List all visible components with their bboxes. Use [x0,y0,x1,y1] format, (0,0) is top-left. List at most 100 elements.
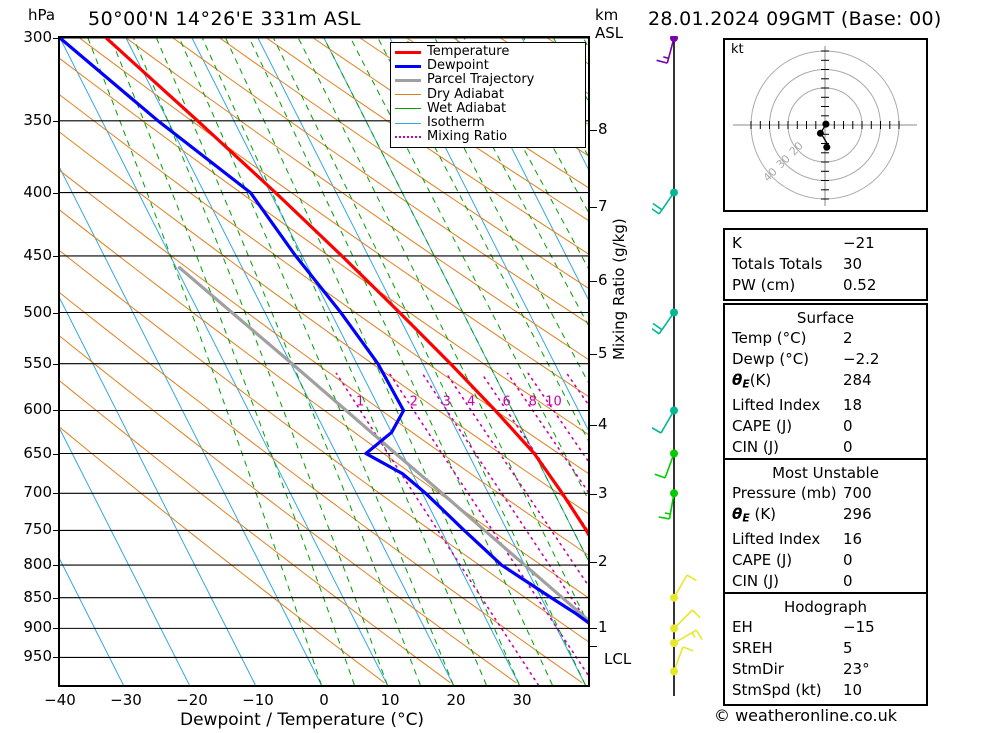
height-tick-label: 2 [598,551,608,570]
info-row: StmSpd (kt) 10 [725,680,926,701]
height-tick [589,424,597,426]
legend-label: Temperature [427,44,510,60]
info-key: CIN (J) [732,437,780,456]
info-key: Totals Totals [732,255,823,273]
info-value: −15 [843,618,875,636]
legend-swatch-icon [395,122,421,124]
height-tick-label: 1 [598,617,608,636]
pressure-tick-label: 900 [23,618,52,637]
height-tick [589,494,597,496]
info-value: 0 [843,571,853,590]
temperature-tick-label: −10 [242,691,274,709]
pressure-tick [53,597,60,599]
height-tick [589,627,597,629]
height-reference-label: ASL [595,24,624,42]
hodograph[interactable]: 20 30 40 kt [723,38,928,212]
info-key: PW (cm) [732,276,796,294]
info-value: 10 [843,681,863,699]
pressure-tick [53,493,60,495]
legend-label: Parcel Trajectory [427,72,535,88]
height-tick [589,354,597,356]
pressure-tick-label: 300 [23,28,52,46]
pressure-tick [53,530,60,532]
height-tick [589,206,597,208]
info-key: CIN (J) [732,571,780,590]
isobar-lines [60,38,588,658]
info-key: Pressure (mb) [732,484,837,502]
wind-barb [652,406,678,434]
wind-barb [652,188,678,215]
height-tick-label: 4 [598,414,608,433]
pressure-tick-label: 350 [23,110,52,129]
model-run-title: 28.01.2024 09GMT (Base: 00) [648,8,942,30]
info-row: Pressure (mb) 700 [725,483,926,504]
info-key: CAPE (J) [732,550,793,569]
info-row: Totals Totals 30 [725,254,926,275]
info-value: 0 [843,437,853,456]
height-tick [589,561,597,563]
legend-swatch-icon [395,78,421,82]
info-value: 18 [843,395,863,414]
wind-barb-column [652,36,703,696]
svg-text:10: 10 [545,395,562,410]
pressure-tick-label: 650 [23,443,52,462]
legend-item: Dry Adiabat [395,87,581,102]
legend-label: Wet Adiabat [427,100,507,116]
info-row: Lifted Index 18 [725,395,926,416]
info-key: EH [732,618,753,636]
legend-swatch-icon [395,64,421,68]
lcl-marker-label: LCL [604,650,632,668]
info-value: 0 [843,416,853,435]
info-key: SREH [732,639,773,657]
legend-item: Mixing Ratio [395,130,581,144]
pressure-tick [53,38,60,39]
info-row: Temp (°C) 2 [725,328,926,349]
legend: Temperature Dewpoint Parcel Trajectory Dry … [390,42,586,149]
legend-swatch-icon [395,108,421,110]
legend-swatch-icon [395,136,421,139]
hodograph-unit-label: kt [731,42,744,57]
info-key: θE(K) [732,371,772,391]
info-row: θE(K) 284 [725,370,926,395]
info-key: CAPE (J) [732,416,793,435]
pressure-tick-label: 600 [23,400,52,419]
info-value: 0 [843,550,853,569]
info-row: EH −15 [725,617,926,638]
temperature-tick-label: −20 [176,691,208,709]
info-value: 5 [843,639,853,657]
wind-barb [652,308,678,335]
info-key: Lifted Index [732,529,821,548]
stability-indices-panel: K −21 Totals Totals 30 PW (cm) 0.52 [723,228,928,301]
info-row: StmDir 23° [725,659,926,680]
temperature-tick-label: 20 [446,691,466,709]
info-key: StmSpd (kt) [732,681,822,699]
surface-parcel-panel: Surface Temp (°C) 2 Dewp (°C) −2.2 θE(K) 284 Li… [723,303,928,463]
pressure-tick [53,363,60,365]
wind-barb [670,646,694,676]
pressure-tick-label: 700 [23,483,52,502]
wind-barb [670,574,697,602]
svg-text:4: 4 [467,395,475,410]
legend-item: Parcel Trajectory [395,73,581,87]
pressure-tick [53,565,60,567]
temperature-tick-label: 10 [380,691,400,709]
info-row: Lifted Index 16 [725,529,926,550]
info-row: CAPE (J) 0 [725,416,926,437]
wind-barb [656,36,678,64]
wind-barb [654,449,678,479]
panel-heading: Surface [796,309,855,327]
legend-item: Temperature [395,45,581,59]
info-key: StmDir [732,660,784,678]
info-row: SREH 5 [725,638,926,659]
height-tick [589,281,597,283]
height-tick-label: 6 [598,271,608,290]
temperature-tick-label: 30 [512,691,532,709]
height-unit-label: km [595,6,619,24]
pressure-tick-label: 950 [23,647,52,666]
legend-swatch-icon [395,50,421,54]
pressure-tick-label: 450 [23,245,52,264]
svg-text:1: 1 [356,395,364,410]
info-value: 700 [843,484,872,502]
info-value: 16 [843,529,863,548]
